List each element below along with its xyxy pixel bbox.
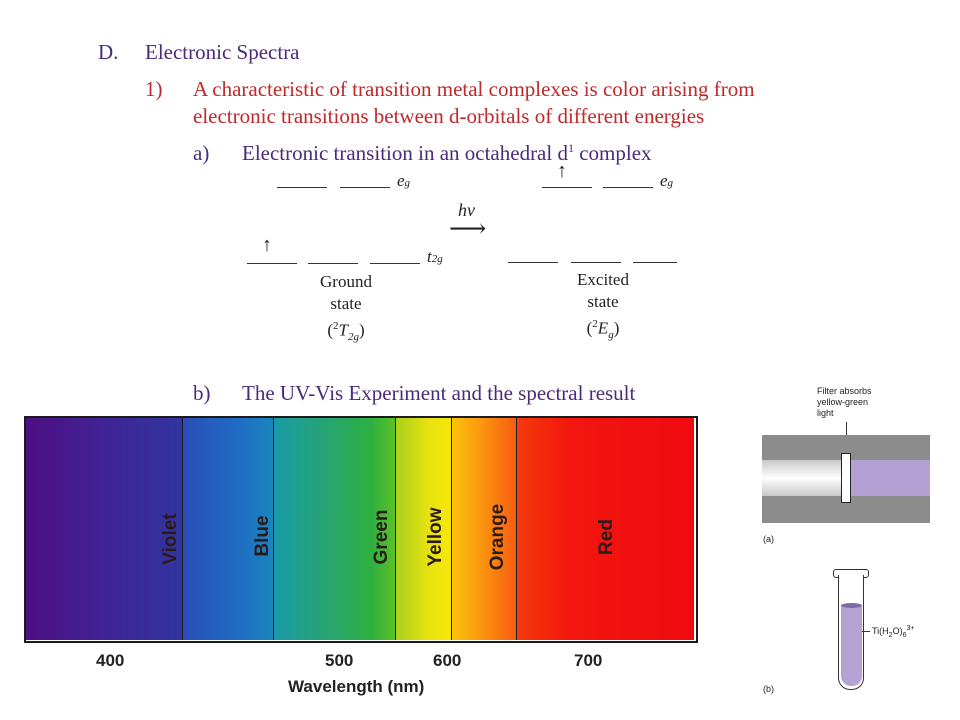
ground-caption-line-1: Ground <box>320 272 372 291</box>
excited-eg-level-2 <box>603 187 653 188</box>
transmitted-light-beam <box>848 460 930 496</box>
excited-eg-label: eg <box>660 171 673 191</box>
band-divider-2 <box>273 417 274 640</box>
point-1-line-2: electronic transitions between d-orbital… <box>193 104 705 128</box>
ground-term-sup: 2 <box>333 320 339 332</box>
formula-charge: 3+ <box>906 625 915 632</box>
titanium-solution <box>841 605 862 686</box>
excited-term-sup: 2 <box>592 318 598 330</box>
formula-part-1: Ti(H <box>872 626 889 636</box>
filter-slab <box>841 453 851 503</box>
band-label-orange: Orange <box>487 503 508 571</box>
excited-t2g-level-1 <box>508 262 558 263</box>
filter-caption-line-1: Filter absorbs <box>817 386 872 396</box>
excited-t2g-level-2 <box>571 262 621 263</box>
ground-t2g-label: t2g <box>427 247 443 267</box>
excited-eg-symbol: e <box>660 171 668 190</box>
band-divider-1 <box>182 417 183 640</box>
band-orange <box>452 417 517 640</box>
excited-t2g-level-3 <box>633 262 677 263</box>
ground-electron-arrow: ↑ <box>262 234 272 256</box>
complex-formula: Ti(H2O)63+ <box>872 625 914 639</box>
excited-term-close: ) <box>613 318 620 338</box>
band-label-violet: Violet <box>160 513 181 565</box>
excited-electron-arrow: ↑ <box>557 160 567 182</box>
excited-term-letter: E <box>597 318 609 338</box>
point-a-main: Electronic transition in an octahedral d <box>242 141 568 165</box>
filter-caption-line-2: yellow-green <box>817 397 869 407</box>
ground-t2g-symbol: t <box>427 247 432 266</box>
ground-term-open: ( <box>327 320 334 340</box>
spectrum-frame <box>24 416 698 643</box>
ground-term-close: ) <box>358 320 365 340</box>
excited-eg-level-1 <box>542 187 592 188</box>
band-yellow <box>396 417 452 640</box>
ground-term-symbol: (2T2g) <box>296 315 396 348</box>
band-label-green: Green <box>371 509 392 565</box>
tick-label-500: 500 <box>325 651 354 670</box>
outline-marker-a: a) <box>193 141 210 165</box>
ground-t2g-level-3 <box>370 263 420 264</box>
band-green <box>274 417 396 640</box>
ground-eg-subscript: g <box>404 177 411 189</box>
point-b-text: The UV-Vis Experiment and the spectral r… <box>242 381 636 405</box>
tick-label-400: 400 <box>96 651 125 670</box>
ground-state-caption: Ground state (2T2g) <box>296 271 396 348</box>
band-divider-4 <box>451 417 452 640</box>
formula-sub-1: 2 <box>888 631 893 639</box>
excited-state-caption: Excited state (2Eg) <box>553 269 653 346</box>
outline-marker-b: b) <box>193 381 211 405</box>
tube-label-pointer <box>862 631 870 632</box>
band-violet <box>25 417 183 640</box>
point-a-tail: complex <box>573 141 652 165</box>
ground-eg-label: eg <box>397 171 410 191</box>
figure-label-b: (b) <box>763 684 774 694</box>
band-label-red: Red <box>596 519 617 555</box>
band-label-yellow: Yellow <box>425 507 446 567</box>
excited-caption-line-1: Excited <box>577 270 629 289</box>
ground-t2g-level-2 <box>308 263 358 264</box>
ground-term-letter: T <box>338 320 348 340</box>
excited-term-open: ( <box>586 318 593 338</box>
photon-label: hν <box>458 200 475 220</box>
tick-label-600: 600 <box>433 651 462 670</box>
excited-term-symbol: (2Eg) <box>553 313 653 346</box>
outline-marker-1: 1) <box>145 77 163 101</box>
ground-caption-line-2: state <box>330 294 362 313</box>
excited-eg-subscript: g <box>667 177 674 189</box>
transition-arrow: ⟶ <box>449 214 487 243</box>
outline-marker-d: D. <box>98 40 119 64</box>
formula-part-2: O) <box>892 626 903 636</box>
point-1-line-1: A characteristic of transition metal com… <box>193 77 755 101</box>
ground-t2g-subscript: 2g <box>431 253 443 265</box>
point-a-text: Electronic transition in an octahedral d… <box>242 141 652 166</box>
ground-term-sub: 2g <box>347 331 359 344</box>
formula-sub-2: 6 <box>902 631 907 639</box>
spectrum-x-axis-label: Wavelength (nm) <box>288 677 425 696</box>
excited-term-sub: g <box>608 329 614 342</box>
filter-caption: Filter absorbs yellow-green light <box>817 386 872 419</box>
figure-label-a: (a) <box>763 534 774 544</box>
ground-t2g-level-1 <box>247 263 297 264</box>
band-divider-3 <box>395 417 396 640</box>
excited-caption-line-2: state <box>587 292 619 311</box>
point-a-sup: 1 <box>567 141 574 155</box>
band-label-blue: Blue <box>252 515 273 557</box>
ground-eg-level-1 <box>277 187 327 188</box>
band-divider-5 <box>516 417 517 640</box>
filter-caption-line-3: light <box>817 408 834 418</box>
tick-label-700: 700 <box>574 651 603 670</box>
band-red <box>517 417 694 640</box>
ground-eg-symbol: e <box>397 171 405 190</box>
solution-meniscus <box>841 603 862 608</box>
section-title: Electronic Spectra <box>145 40 300 64</box>
ground-eg-level-2 <box>340 187 390 188</box>
band-blue <box>183 417 274 640</box>
incident-light-beam <box>762 460 848 496</box>
